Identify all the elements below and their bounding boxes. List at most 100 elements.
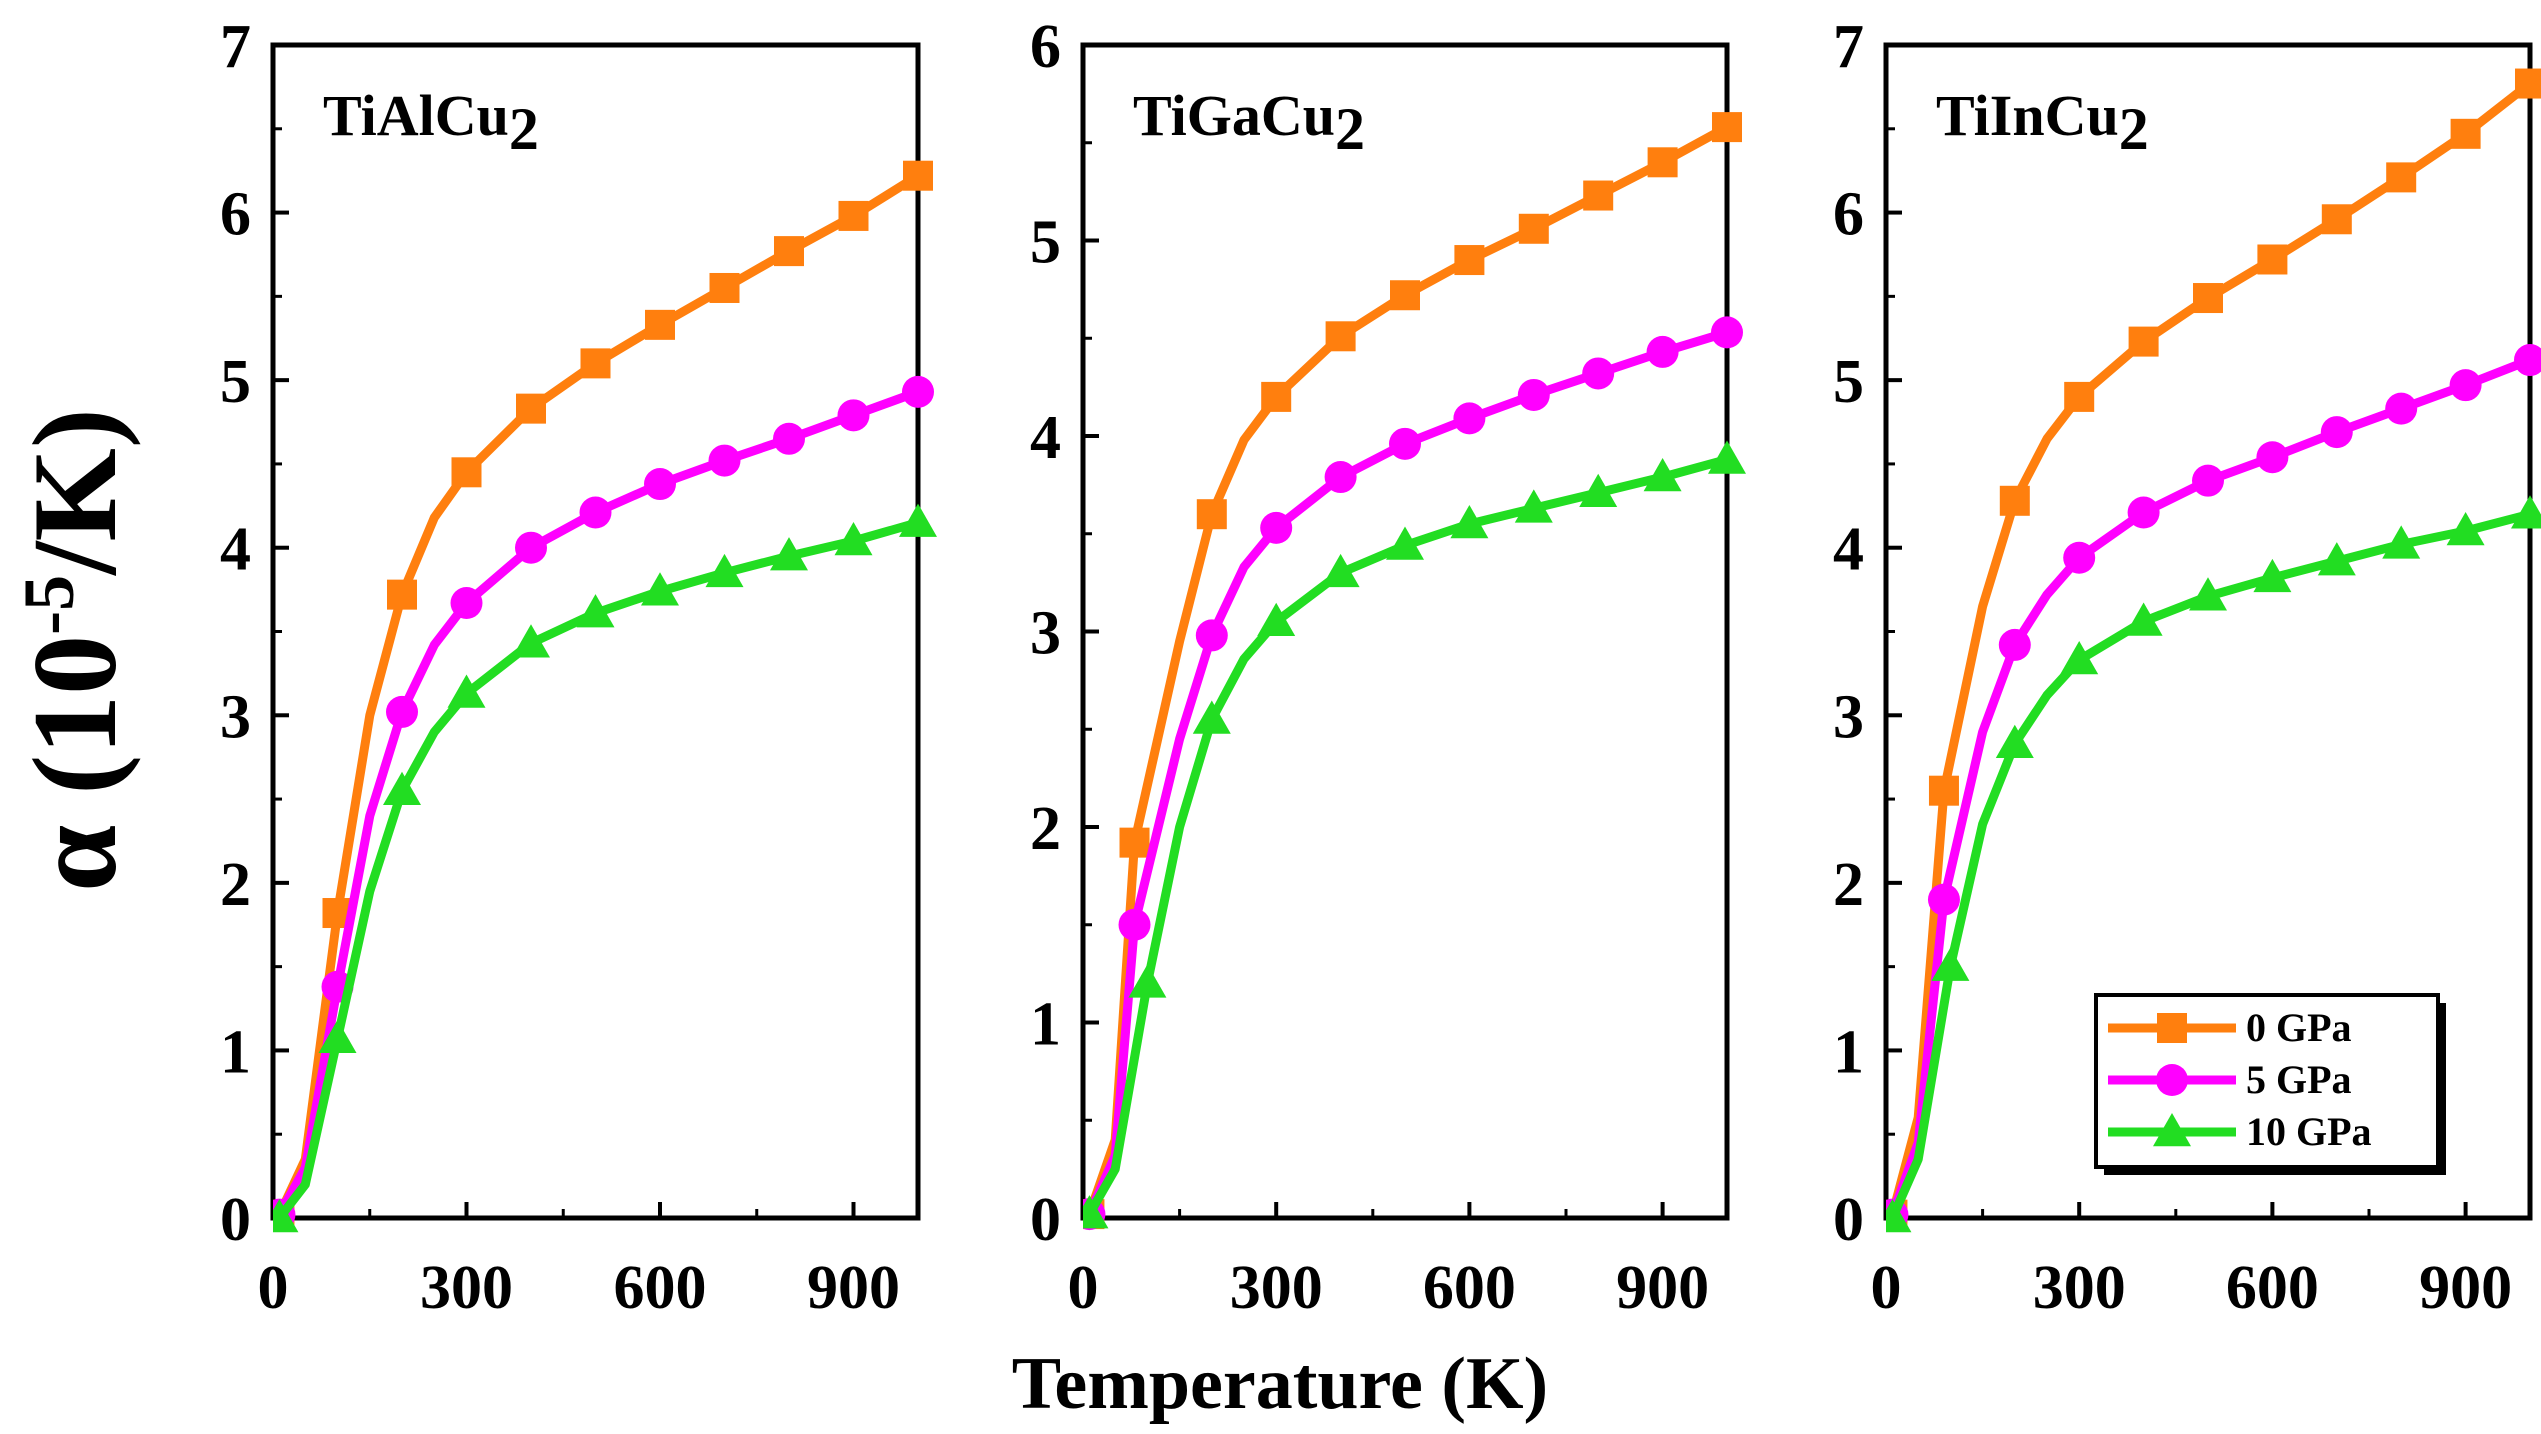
x-tick-label: 0 <box>1068 1254 1099 1322</box>
y-tick-label: 1 <box>1030 991 1061 1059</box>
data-point <box>386 695 418 728</box>
data-point <box>273 1199 299 1233</box>
data-point <box>2450 118 2481 149</box>
x-tick-label: 300 <box>420 1254 513 1322</box>
series-0gpa <box>1083 112 1742 1230</box>
legend-marker <box>2153 1113 2191 1147</box>
data-point <box>516 393 546 424</box>
data-point <box>838 200 869 231</box>
data-point <box>1196 499 1227 530</box>
panel-title-subscript: 2 <box>509 96 539 162</box>
series-line <box>1083 455 1729 1222</box>
series-line <box>273 171 921 1222</box>
data-point <box>899 503 937 537</box>
data-point <box>450 587 483 620</box>
legend-item: 10 GPa <box>2108 1109 2372 1154</box>
y-tick-label: 2 <box>1833 851 1864 919</box>
x-tick-label: 300 <box>1230 1254 1323 1322</box>
data-point <box>1192 700 1231 734</box>
data-point <box>1517 378 1550 411</box>
y-axis-label-exponent: -5 <box>9 575 89 635</box>
y-tick-label: 3 <box>1833 683 1864 751</box>
data-point <box>2253 558 2292 593</box>
y-tick-label: 7 <box>1833 13 1864 81</box>
y-tick-label: 6 <box>1833 181 1864 249</box>
data-point <box>383 771 421 805</box>
data-point <box>1325 321 1356 352</box>
data-point <box>1119 827 1150 858</box>
x-tick-label: 600 <box>1423 1254 1516 1322</box>
data-point <box>773 422 805 455</box>
data-point <box>1083 1195 1109 1229</box>
data-point <box>2446 511 2485 546</box>
data-point <box>2449 369 2482 402</box>
panel-title-subscript: 2 <box>2119 96 2149 162</box>
x-axis-label: Temperature (K) <box>1012 1343 1548 1425</box>
y-tick-label: 6 <box>1030 13 1061 81</box>
data-point <box>576 594 615 628</box>
y-tick-label: 1 <box>1833 1018 1864 1086</box>
plot-frame <box>270 42 921 1221</box>
data-point <box>2128 326 2159 357</box>
panel-title: TiAlCu2 <box>323 83 539 162</box>
x-tick-label: 0 <box>1871 1254 1902 1322</box>
data-point <box>512 624 550 658</box>
data-point <box>1324 461 1357 494</box>
data-point <box>2382 525 2421 559</box>
x-tick-label: 0 <box>258 1254 289 1322</box>
x-tick-label: 600 <box>614 1254 707 1322</box>
y-tick-label: 1 <box>220 1018 251 1086</box>
data-point <box>834 522 873 556</box>
x-tick-label: 900 <box>1616 1254 1709 1322</box>
data-point <box>1454 245 1485 276</box>
series-5gpa <box>1083 316 1743 1231</box>
series-10gpa <box>273 503 937 1233</box>
series-10gpa <box>1886 495 2541 1233</box>
y-axis-label-unit: /K) <box>8 408 141 577</box>
y-tick-label: 0 <box>220 1186 251 1254</box>
y-tick-label: 7 <box>220 13 251 81</box>
data-point <box>2189 577 2227 611</box>
data-point <box>1583 180 1614 211</box>
data-point <box>1995 724 2034 759</box>
data-point <box>1261 381 1292 412</box>
data-point <box>1390 280 1420 311</box>
data-point <box>447 674 486 708</box>
data-point <box>2063 541 2096 574</box>
data-point <box>1999 485 2030 516</box>
legend-item: 0 GPa <box>2108 1005 2352 1050</box>
y-tick-label: 0 <box>1030 1186 1061 1254</box>
data-point <box>1518 213 1549 244</box>
y-tick-label: 5 <box>1833 348 1864 416</box>
y-tick-label: 0 <box>1833 1186 1864 1254</box>
y-tick-label: 2 <box>220 851 251 919</box>
data-point <box>1389 427 1421 460</box>
data-point <box>1128 964 1167 998</box>
panel-title: TiInCu2 <box>1936 83 2149 162</box>
legend-marker <box>2157 1013 2187 1043</box>
y-tick-label: 5 <box>1030 209 1061 277</box>
y-tick-label: 5 <box>220 348 251 416</box>
panel-title: TiGaCu2 <box>1133 83 1365 162</box>
data-point <box>1886 1199 1912 1233</box>
data-point <box>2257 244 2288 275</box>
data-point <box>774 236 804 267</box>
legend-marker <box>2156 1064 2188 1096</box>
data-point <box>2192 464 2224 497</box>
x-tick-label: 900 <box>807 1254 900 1322</box>
data-point <box>2060 640 2099 675</box>
data-point <box>515 531 547 564</box>
data-point <box>2064 381 2095 412</box>
series-10gpa <box>1083 440 1746 1229</box>
data-point <box>1579 473 1618 507</box>
data-point <box>2193 283 2223 314</box>
data-point <box>1514 489 1553 523</box>
data-point <box>1450 504 1489 539</box>
x-tick-label: 300 <box>2033 1254 2126 1322</box>
legend: 0 GPa 5 GPa 10 GPa <box>2094 993 2446 1175</box>
